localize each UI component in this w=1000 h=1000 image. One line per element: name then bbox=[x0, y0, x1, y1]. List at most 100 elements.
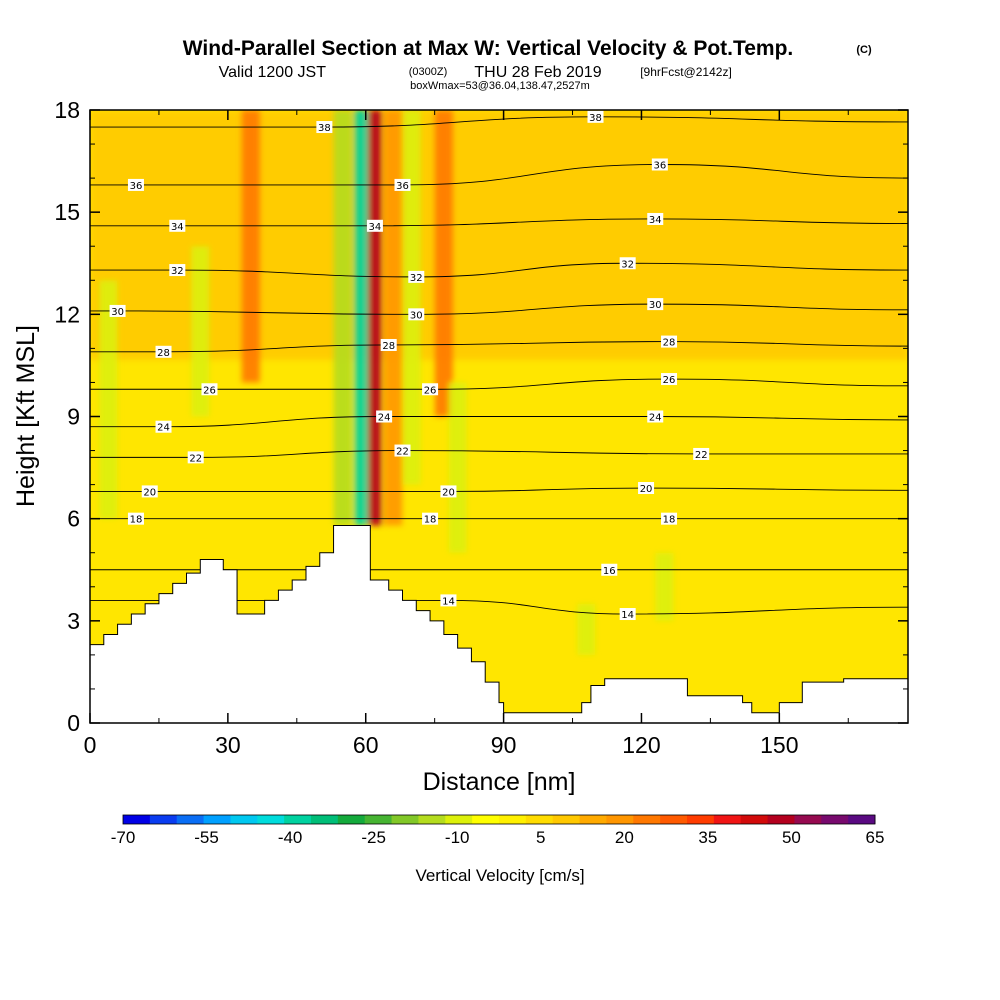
theta-label-text: 34 bbox=[649, 215, 662, 226]
theta-label-32: 32 bbox=[619, 257, 636, 270]
colorbar-swatch bbox=[391, 815, 419, 824]
theta-label-box bbox=[408, 308, 425, 321]
theta-label-box bbox=[141, 485, 158, 498]
colorbar-tick-label: -10 bbox=[445, 828, 470, 847]
colorbar-swatch bbox=[445, 815, 473, 824]
velocity-band-2 bbox=[367, 110, 382, 526]
colorbar-swatch bbox=[552, 815, 581, 824]
theta-label-text: 28 bbox=[157, 348, 170, 359]
theta-label-22: 22 bbox=[693, 447, 710, 461]
x-tick-label: 0 bbox=[84, 732, 97, 758]
colorbar-swatch bbox=[364, 815, 393, 824]
colorbar-swatch bbox=[203, 815, 231, 824]
theta-label-26: 26 bbox=[422, 383, 439, 396]
theta-label-24: 24 bbox=[376, 410, 393, 424]
theta-label-text: 14 bbox=[442, 596, 455, 607]
theta-label-text: 36 bbox=[396, 181, 409, 192]
theta-label-text: 24 bbox=[649, 413, 662, 424]
theta-labels: 38 38 36 36 36 34 34 34 32 32 32 30 30 30 28 28 28 26 26 26… bbox=[109, 110, 710, 621]
x-tick-label: 30 bbox=[215, 732, 241, 758]
plot-area: 38 38 36 36 36 34 34 34 32 32 32 30 30 30 28 28 28 26 26 26… bbox=[90, 110, 908, 723]
colorbar-swatch bbox=[499, 815, 527, 824]
theta-label-20: 20 bbox=[141, 485, 158, 498]
velocity-band-3 bbox=[384, 110, 403, 526]
theta-label-28: 28 bbox=[661, 335, 678, 349]
theta-label-text: 22 bbox=[189, 453, 202, 464]
theta-label-30: 30 bbox=[647, 298, 664, 311]
theta-label-box bbox=[661, 373, 678, 386]
theta-label-text: 30 bbox=[410, 310, 423, 321]
y-tick-label: 12 bbox=[54, 301, 80, 327]
theta-label-14: 14 bbox=[619, 608, 636, 621]
theta-contour-38 bbox=[90, 116, 908, 128]
theta-label-30: 30 bbox=[109, 304, 126, 318]
colorbar-swatch bbox=[821, 815, 849, 824]
colorbar-swatch bbox=[660, 815, 688, 824]
theta-label-20: 20 bbox=[440, 485, 457, 498]
theta-label-28: 28 bbox=[380, 338, 397, 352]
theta-label-text: 38 bbox=[589, 113, 602, 124]
y-tick-label: 15 bbox=[54, 199, 80, 225]
theta-label-34: 34 bbox=[366, 219, 383, 233]
theta-label-18: 18 bbox=[127, 512, 144, 526]
theta-label-box bbox=[422, 512, 439, 525]
theta-label-22: 22 bbox=[394, 444, 411, 458]
theta-label-text: 20 bbox=[442, 487, 455, 498]
theta-label-box bbox=[169, 264, 186, 277]
theta-label-box bbox=[394, 444, 411, 457]
theta-label-box bbox=[693, 447, 710, 460]
theta-label-box bbox=[408, 270, 425, 283]
valid-time: Valid 1200 JST bbox=[219, 64, 327, 81]
theta-label-text: 32 bbox=[410, 273, 423, 284]
theta-label-text: 14 bbox=[621, 610, 634, 621]
theta-label-box bbox=[647, 298, 664, 311]
theta-label-box bbox=[440, 594, 457, 607]
colorbar-frame bbox=[122, 814, 876, 825]
terrain bbox=[90, 524, 908, 723]
theta-label-box bbox=[380, 338, 397, 351]
colorbar-tick-label: 50 bbox=[782, 828, 801, 847]
theta-label-box bbox=[587, 110, 604, 123]
theta-label-text: 18 bbox=[424, 515, 437, 526]
theta-label-box bbox=[601, 563, 618, 576]
colorbar-tick-label: 20 bbox=[615, 828, 634, 847]
velocity-band-4 bbox=[402, 110, 421, 485]
colorbar-swatch bbox=[579, 815, 607, 824]
colorbar-swatch bbox=[418, 815, 446, 824]
theta-label-text: 28 bbox=[382, 341, 395, 352]
velocity-band-8 bbox=[99, 280, 118, 519]
y-tick-label: 18 bbox=[54, 97, 80, 123]
colorbar-swatch bbox=[687, 815, 715, 824]
theta-label-box bbox=[201, 383, 218, 396]
theta-label-text: 20 bbox=[143, 487, 156, 498]
theta-label-box bbox=[647, 410, 664, 423]
velocity-band-1 bbox=[333, 110, 352, 526]
theta-label-32: 32 bbox=[169, 264, 186, 277]
theta-label-24: 24 bbox=[155, 420, 172, 434]
velocity-band-7 bbox=[191, 246, 210, 417]
theta-label-text: 36 bbox=[130, 181, 143, 192]
colorbar-tick-label: -70 bbox=[111, 828, 136, 847]
theta-label-text: 28 bbox=[663, 338, 676, 349]
theta-label-text: 34 bbox=[171, 222, 184, 233]
theta-label-box bbox=[366, 219, 383, 232]
velocity-band-11 bbox=[577, 603, 596, 655]
theta-label-38: 38 bbox=[587, 110, 604, 124]
theta-label-34: 34 bbox=[647, 212, 664, 226]
theta-label-32: 32 bbox=[408, 270, 425, 284]
colorbar-tick-label: -25 bbox=[361, 828, 386, 847]
colorbar-swatch bbox=[472, 815, 500, 824]
theta-label-box bbox=[127, 512, 144, 525]
colorbar-swatch bbox=[257, 815, 285, 824]
theta-label-36: 36 bbox=[651, 158, 668, 171]
theta-label-text: 30 bbox=[649, 300, 662, 311]
colorbar-swatch bbox=[149, 815, 178, 824]
x-axis: 0 30 60 90 120 150 bbox=[84, 110, 849, 758]
valid-utc: (0300Z) bbox=[409, 66, 448, 78]
y-tick-label: 6 bbox=[67, 506, 80, 532]
theta-label-text: 26 bbox=[203, 385, 216, 396]
x-axis-label: Distance [nm] bbox=[423, 768, 576, 796]
theta-label-18: 18 bbox=[661, 512, 678, 526]
colorbar-swatch bbox=[606, 815, 634, 824]
